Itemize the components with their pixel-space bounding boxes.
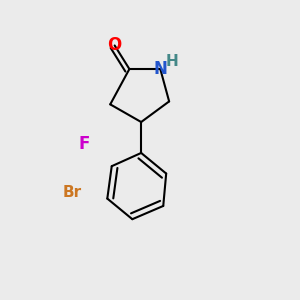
Text: N: N bbox=[153, 60, 167, 78]
Text: O: O bbox=[107, 37, 122, 55]
Text: Br: Br bbox=[62, 185, 82, 200]
Text: H: H bbox=[166, 54, 178, 69]
Text: F: F bbox=[78, 135, 89, 153]
